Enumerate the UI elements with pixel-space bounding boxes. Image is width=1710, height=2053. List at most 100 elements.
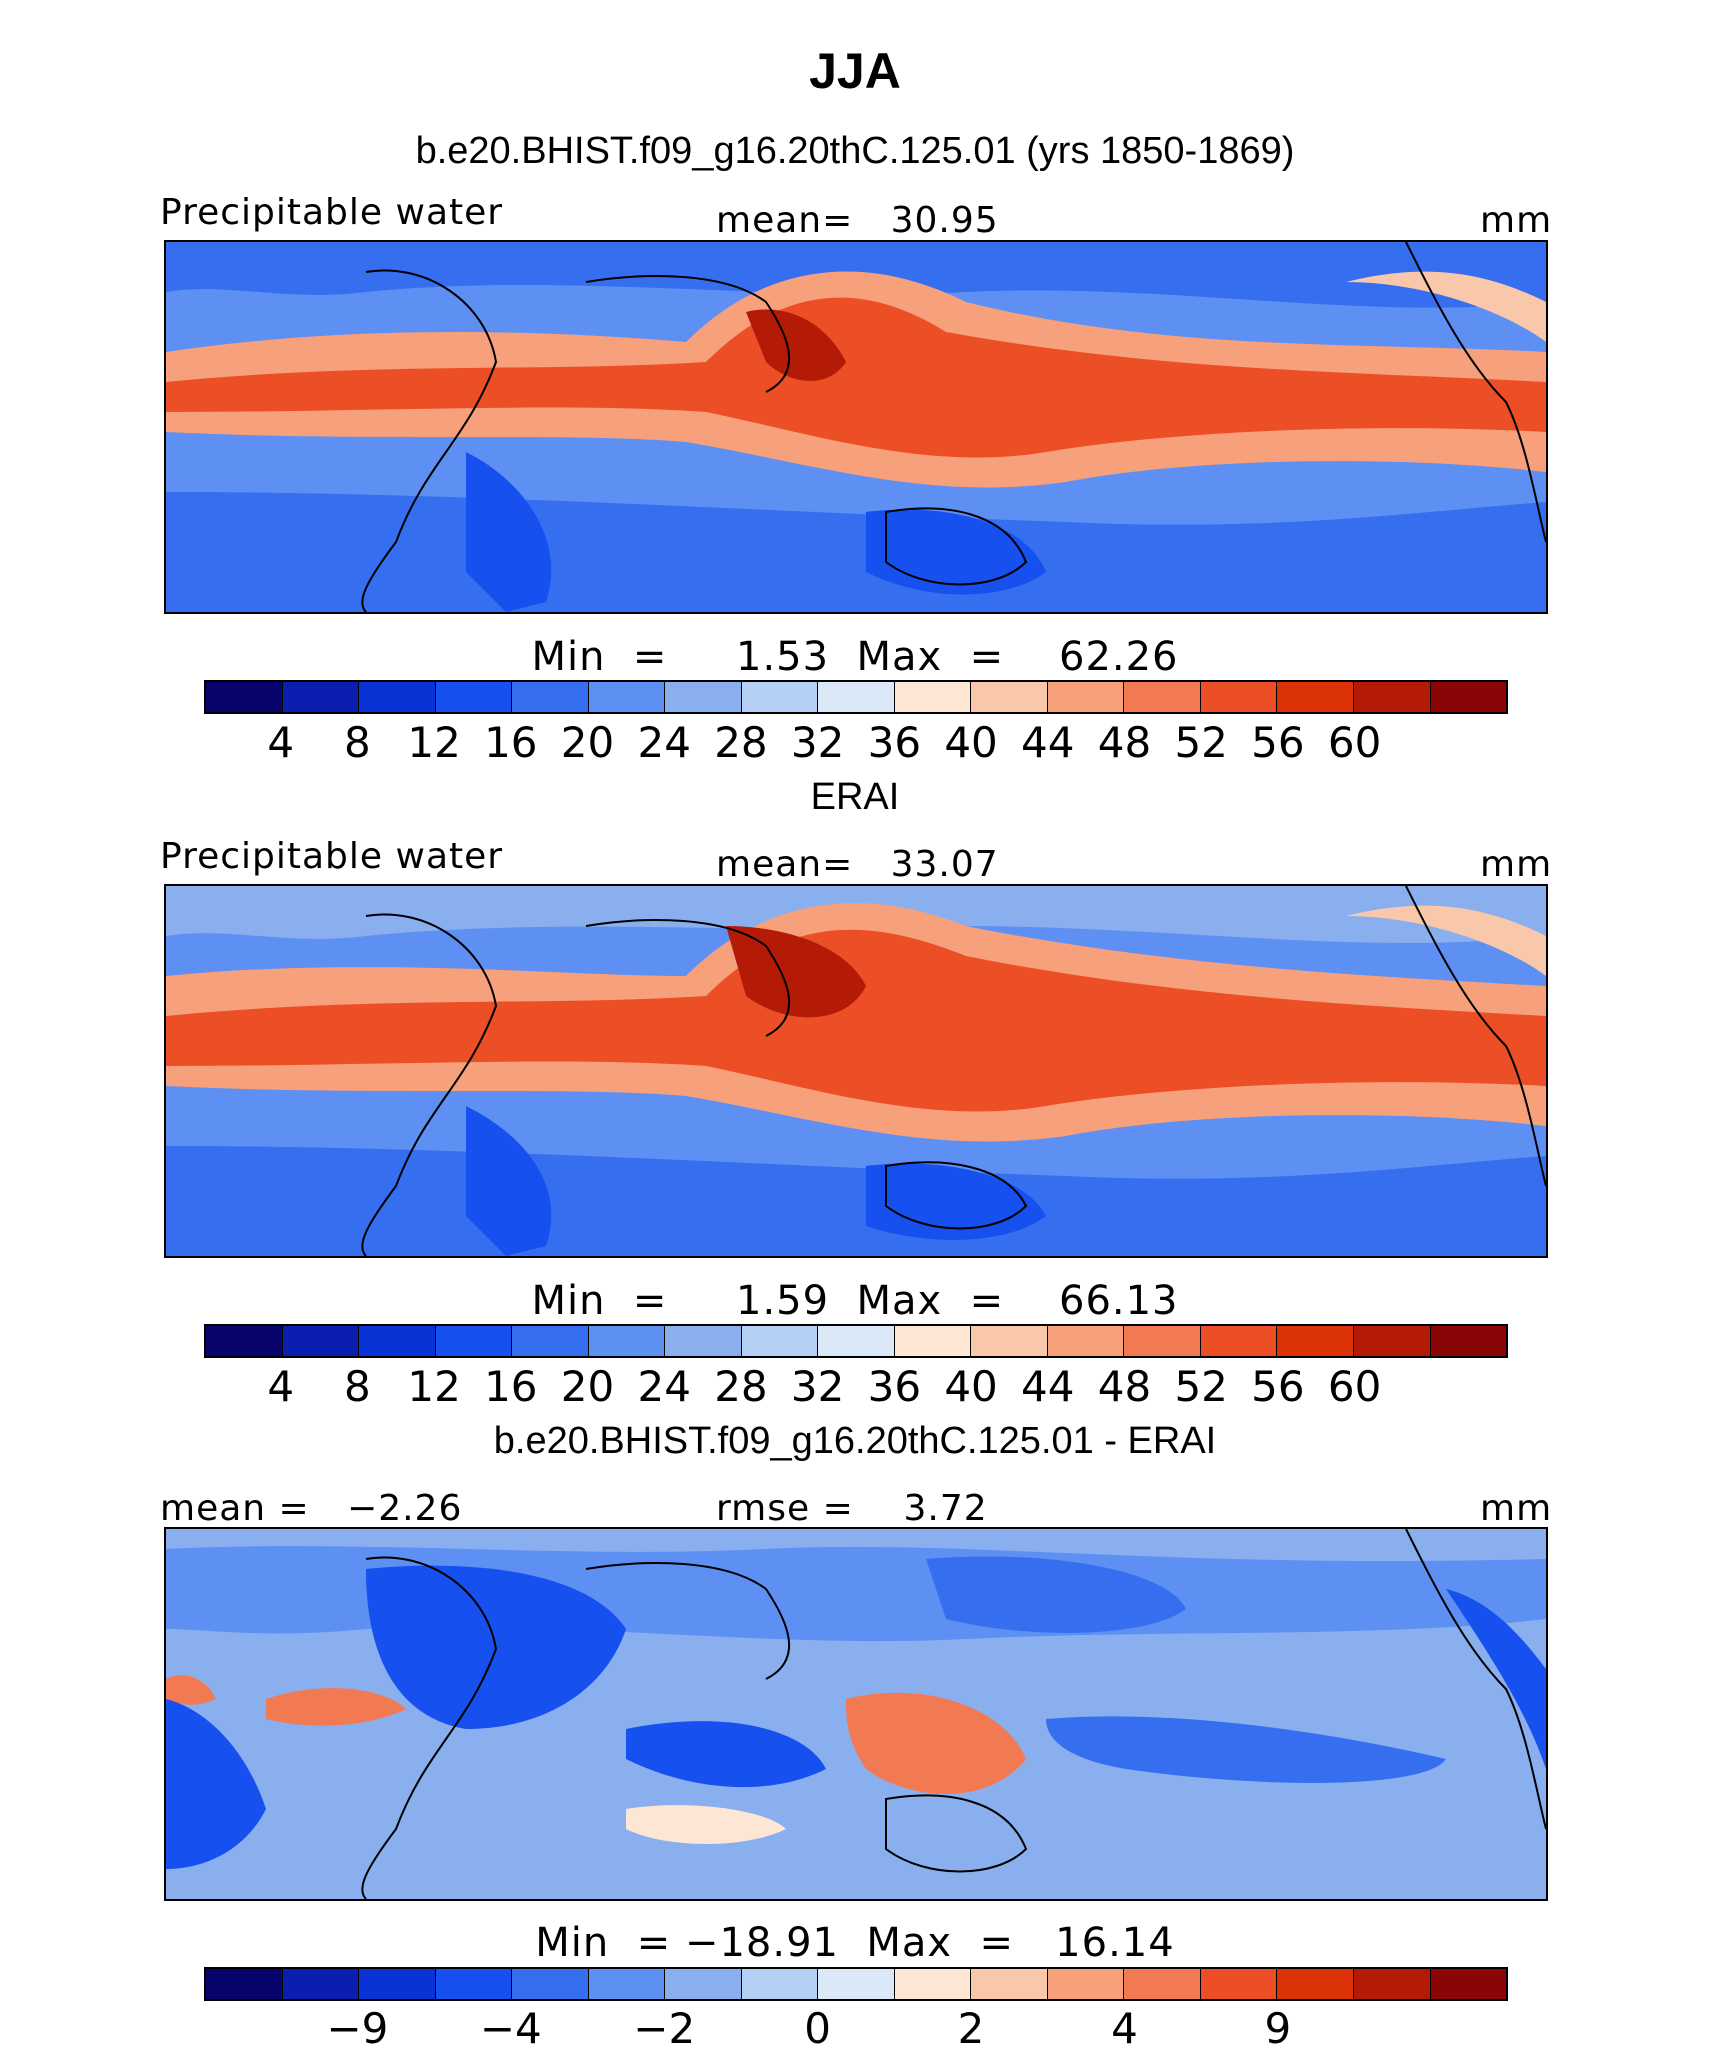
panel1-map xyxy=(164,240,1548,614)
colorbar-tick-label: 48 xyxy=(1097,718,1152,767)
colorbar-tick-label: 48 xyxy=(1097,1362,1152,1411)
colorbar-tick-label: 60 xyxy=(1327,718,1382,767)
panel1-colorbar xyxy=(204,680,1508,714)
colorbar-segment xyxy=(588,1326,666,1356)
colorbar-segment xyxy=(1200,682,1278,712)
colorbar-tick-label: 52 xyxy=(1174,718,1228,767)
colorbar-segment xyxy=(282,682,360,712)
colorbar-segment xyxy=(818,682,895,712)
colorbar-tick-label: 56 xyxy=(1251,718,1305,767)
panel3-mean-label: mean = −2.26 xyxy=(160,1488,463,1529)
panel1-variable-label: Precipitable water xyxy=(160,192,504,233)
panel2-mean-label: mean= 33.07 xyxy=(716,844,999,885)
panel2-min-max: Min = 1.59 Max = 66.13 xyxy=(531,1278,1179,1324)
colorbar-tick-label: 32 xyxy=(790,718,845,767)
colorbar-tick-label: 44 xyxy=(1021,1362,1075,1411)
colorbar-segment xyxy=(512,682,589,712)
panel3-heading: b.e20.BHIST.f09_g16.20thC.125.01 - ERAI xyxy=(493,1420,1217,1462)
colorbar-tick-label: 40 xyxy=(944,718,998,767)
colorbar-tick-label: 32 xyxy=(790,1362,845,1411)
colorbar-segment xyxy=(512,1326,589,1356)
colorbar-segment xyxy=(1200,1326,1278,1356)
colorbar-segment xyxy=(894,682,972,712)
colorbar-segment xyxy=(435,682,513,712)
colorbar-segment xyxy=(1200,1969,1278,1999)
colorbar-tick-label: 44 xyxy=(1021,718,1075,767)
colorbar-tick-label: 36 xyxy=(867,1362,922,1411)
panel2-map xyxy=(164,884,1548,1258)
colorbar-segment xyxy=(206,682,283,712)
colorbar-segment xyxy=(741,1969,819,1999)
panel2-map-field xyxy=(166,886,1546,1256)
colorbar-segment xyxy=(818,1326,895,1356)
colorbar-tick-label: 0 xyxy=(804,2004,832,2053)
colorbar-segment xyxy=(1430,1326,1507,1356)
colorbar-tick-label: 12 xyxy=(407,718,461,767)
colorbar-tick-label: 4 xyxy=(1111,2004,1138,2053)
colorbar-tick-label: 20 xyxy=(560,1362,615,1411)
colorbar-segment xyxy=(359,682,436,712)
panel2-colorbar xyxy=(204,1324,1508,1358)
panel3-units-label: mm xyxy=(1480,1488,1553,1529)
panel1-mean-label: mean= 30.95 xyxy=(716,200,999,241)
colorbar-segment xyxy=(1047,1326,1125,1356)
panel3-rmse-label: rmse = 3.72 xyxy=(716,1488,988,1529)
panel3-min-max: Min = −18.91 Max = 16.14 xyxy=(535,1920,1175,1966)
colorbar-segment xyxy=(971,1969,1048,1999)
colorbar-segment xyxy=(894,1969,972,1999)
colorbar-segment xyxy=(1124,1326,1201,1356)
colorbar-segment xyxy=(435,1326,513,1356)
colorbar-segment xyxy=(894,1326,972,1356)
panel1-map-field xyxy=(166,242,1546,612)
panel1-colorbar-ticks: 4 8 12 16 20 24 28 32 36 40 44 48 52 56 60 xyxy=(204,718,1508,767)
colorbar-segment xyxy=(1430,682,1507,712)
colorbar-tick-label: −9 xyxy=(326,2004,389,2053)
colorbar-tick-label: 8 xyxy=(344,718,371,767)
colorbar-tick-label: 12 xyxy=(407,1362,461,1411)
panel2-variable-label: Precipitable water xyxy=(160,836,504,877)
colorbar-tick-label: 8 xyxy=(344,1362,371,1411)
colorbar-segment xyxy=(1277,682,1354,712)
colorbar-segment xyxy=(359,1326,436,1356)
colorbar-tick-label: 4 xyxy=(267,718,295,767)
colorbar-segment xyxy=(665,682,742,712)
colorbar-segment xyxy=(435,1969,513,1999)
colorbar-segment xyxy=(741,1326,819,1356)
colorbar-segment xyxy=(588,682,666,712)
colorbar-tick-label: 20 xyxy=(560,718,615,767)
panel1-units-label: mm xyxy=(1480,200,1553,241)
panel2-colorbar-ticks: 4 8 12 16 20 24 28 32 36 40 44 48 52 56 60 xyxy=(204,1362,1508,1411)
colorbar-tick-label: 36 xyxy=(867,718,922,767)
colorbar-segment xyxy=(665,1326,742,1356)
colorbar-tick-label: −4 xyxy=(479,2004,542,2053)
colorbar-segment xyxy=(818,1969,895,1999)
colorbar-segment xyxy=(588,1969,666,1999)
figure-title: JJA xyxy=(809,43,901,99)
colorbar-tick-label: 16 xyxy=(484,718,538,767)
colorbar-segment xyxy=(1430,1969,1507,1999)
panel3-colorbar xyxy=(204,1967,1508,2001)
colorbar-segment xyxy=(1047,682,1125,712)
colorbar-tick-label: 24 xyxy=(637,1362,691,1411)
panel3-colorbar-ticks: −9 −4 −2 0 2 4 9 xyxy=(204,2004,1508,2053)
colorbar-segment xyxy=(359,1969,436,1999)
colorbar-segment xyxy=(512,1969,589,1999)
colorbar-segment xyxy=(971,682,1048,712)
colorbar-segment xyxy=(1277,1326,1354,1356)
colorbar-tick-label: 2 xyxy=(957,2004,985,2053)
colorbar-segment xyxy=(741,682,819,712)
panel1-heading: b.e20.BHIST.f09_g16.20thC.125.01 (yrs 18… xyxy=(415,130,1295,172)
colorbar-tick-label: 4 xyxy=(267,1362,295,1411)
colorbar-segment xyxy=(1277,1969,1354,1999)
colorbar-tick-label: 60 xyxy=(1327,1362,1382,1411)
panel3-map xyxy=(164,1527,1548,1901)
colorbar-segment xyxy=(1124,1969,1201,1999)
colorbar-tick-label: 9 xyxy=(1264,2004,1292,2053)
colorbar-segment xyxy=(282,1326,360,1356)
colorbar-segment xyxy=(1353,1969,1431,1999)
colorbar-tick-label: 24 xyxy=(637,718,691,767)
colorbar-segment xyxy=(206,1326,283,1356)
colorbar-tick-label: −2 xyxy=(633,2004,696,2053)
colorbar-segment xyxy=(1353,1326,1431,1356)
colorbar-segment xyxy=(206,1969,283,1999)
